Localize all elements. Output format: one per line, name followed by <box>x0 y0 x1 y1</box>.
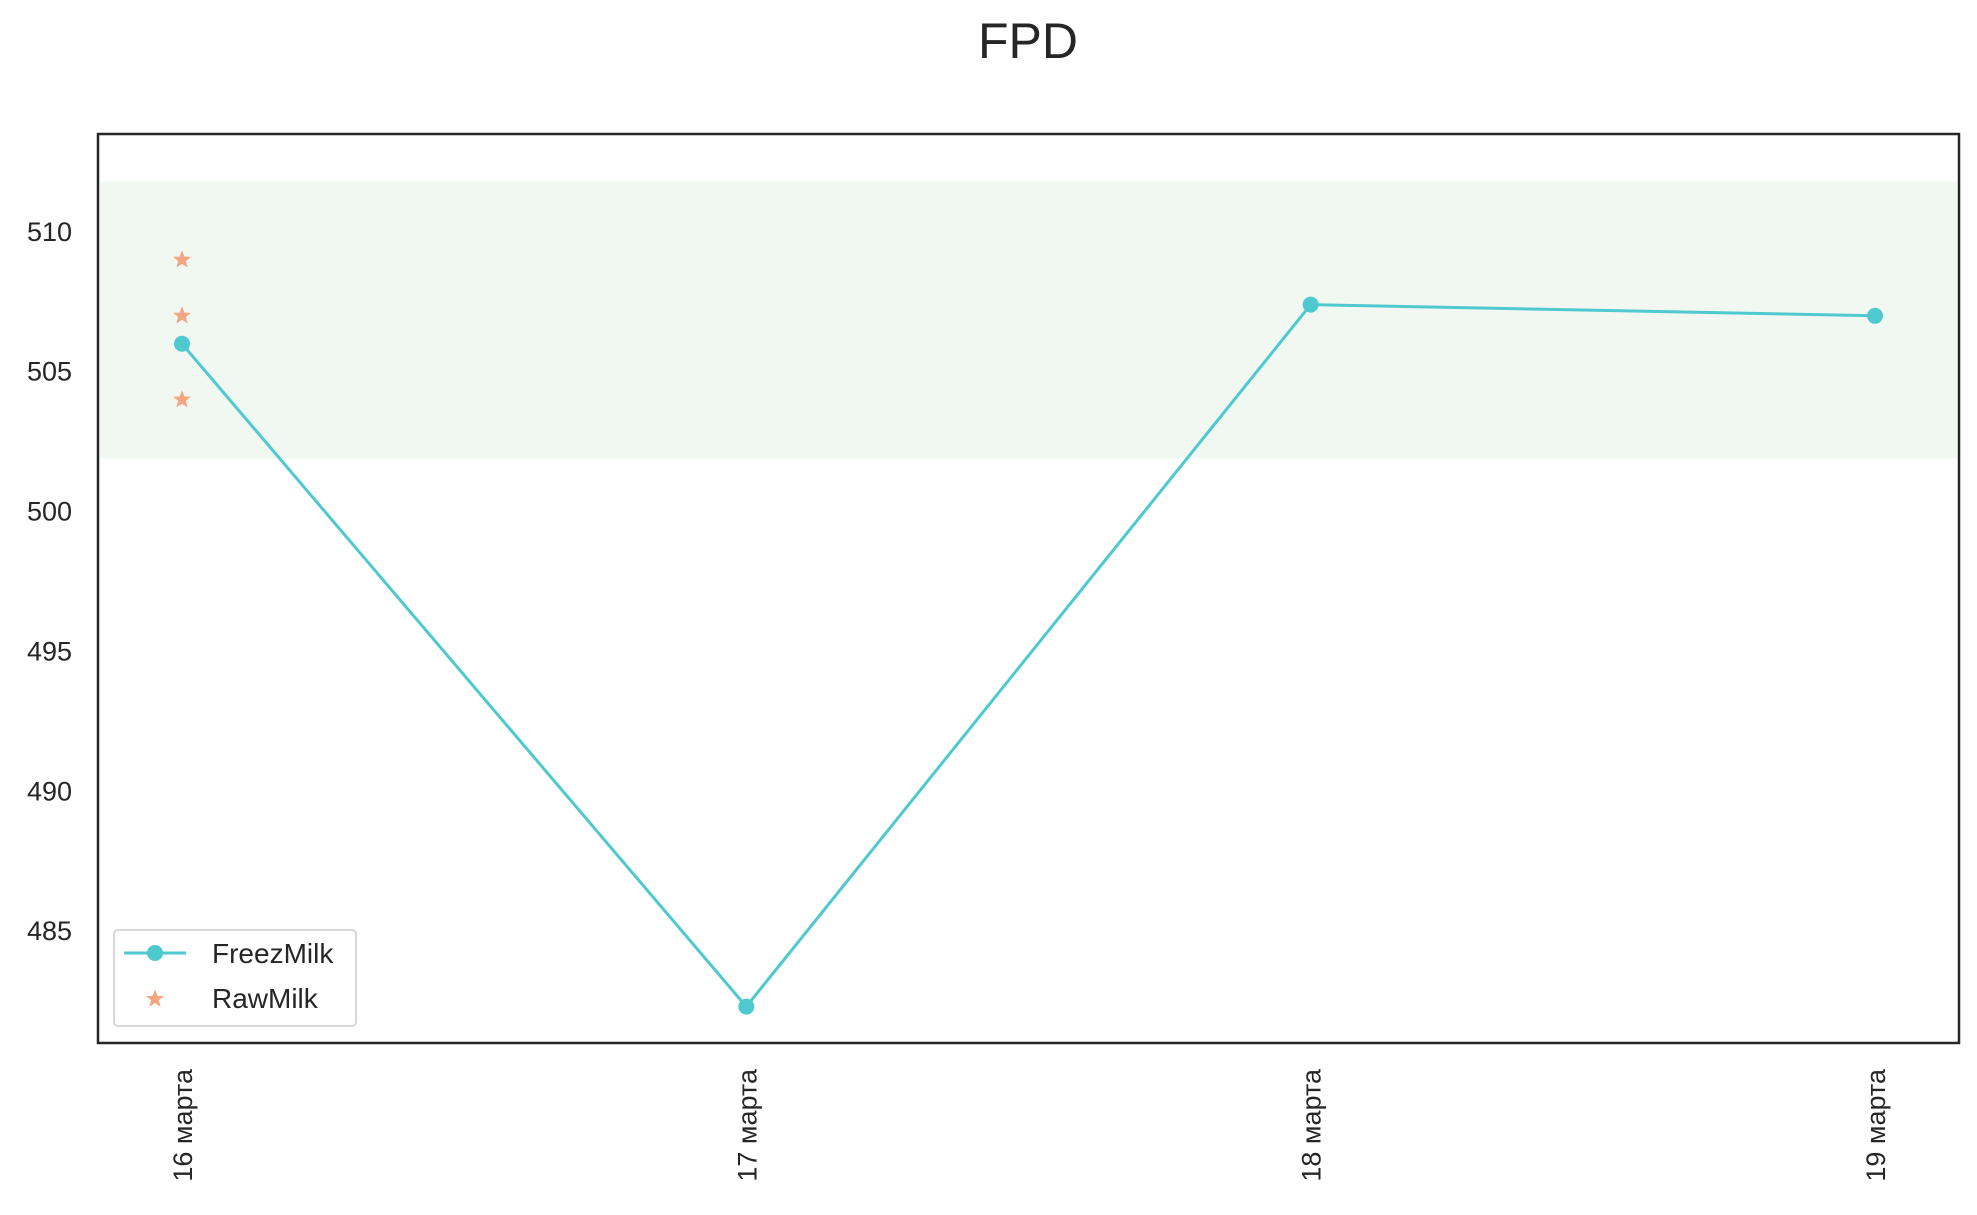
legend-label-rawmilk: RawMilk <box>212 983 319 1014</box>
data-point-freezmilk <box>1867 307 1883 324</box>
data-point-rawmilk <box>173 390 191 408</box>
data-point-freezmilk <box>174 335 190 352</box>
chart-title: FPD <box>978 13 1078 69</box>
legend-star-marker <box>146 989 164 1007</box>
target-band <box>100 181 1957 459</box>
data-point-rawmilk <box>173 306 191 324</box>
y-tick-label: 490 <box>27 776 72 806</box>
y-axis: 485 490 495 500 505 510 <box>27 217 72 946</box>
x-tick-label: 16 марта <box>168 1068 198 1182</box>
data-point-freezmilk <box>1302 296 1319 313</box>
legend-label-freezmilk: FreezMilk <box>212 938 334 969</box>
y-tick-label: 485 <box>27 916 72 946</box>
x-axis: 16 марта 17 марта 18 марта 19 марта <box>168 1068 1891 1182</box>
x-tick-label: 18 марта <box>1297 1068 1327 1182</box>
legend-circle-marker <box>147 945 163 961</box>
y-tick-label: 510 <box>27 217 72 247</box>
y-tick-label: 500 <box>27 497 72 527</box>
data-point-freezmilk <box>738 998 755 1015</box>
series-line-freezmilk <box>180 303 1876 1009</box>
y-tick-label: 505 <box>27 357 72 387</box>
data-point-rawmilk <box>173 250 191 268</box>
plot-series <box>173 250 1883 1015</box>
plot-frame <box>96 132 1961 1045</box>
legend: FreezMilk RawMilk <box>113 929 357 1027</box>
y-tick-label: 495 <box>27 636 72 666</box>
x-tick-label: 17 марта <box>732 1068 762 1182</box>
x-tick-label: 19 марта <box>1861 1068 1891 1182</box>
